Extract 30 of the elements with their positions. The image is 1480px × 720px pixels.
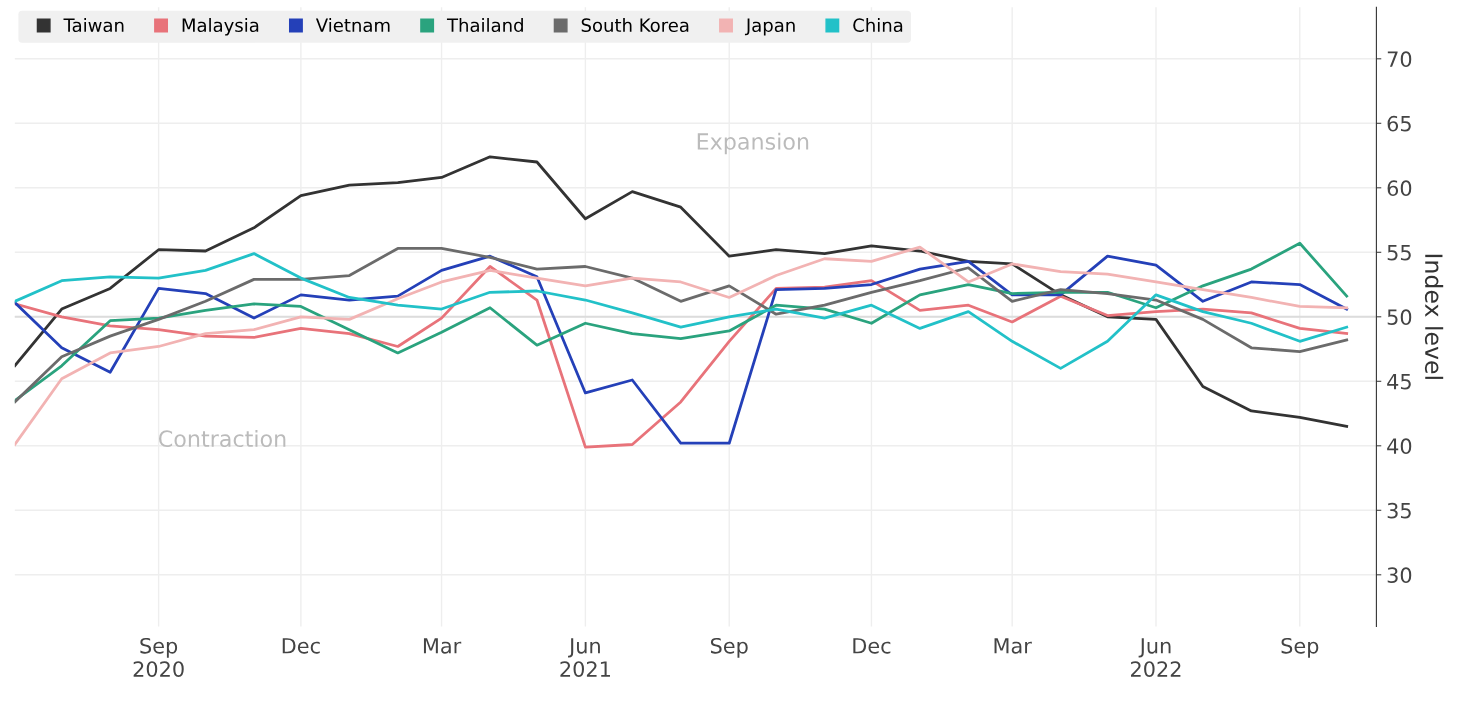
y-tick-label: 40 bbox=[1387, 438, 1412, 455]
y-tick-label: 50 bbox=[1387, 309, 1412, 326]
y-tick-label: 35 bbox=[1387, 502, 1411, 519]
y-axis-title: Index level bbox=[1424, 254, 1444, 379]
x-tick-label: Mar bbox=[423, 638, 462, 654]
x-tick-label: Jun 2021 bbox=[560, 638, 610, 677]
y-tick-label: 60 bbox=[1387, 180, 1412, 197]
legend-label: South Korea bbox=[581, 18, 689, 33]
legend-label: Thailand bbox=[446, 18, 523, 33]
x-tick-label: Jun 2022 bbox=[1131, 638, 1181, 677]
x-tick-label: Dec bbox=[853, 638, 891, 654]
y-tick-label: 70 bbox=[1387, 51, 1412, 68]
y-tick-label: 65 bbox=[1387, 115, 1411, 132]
y-tick-label: 55 bbox=[1387, 245, 1411, 261]
x-tick-label: Sep bbox=[1281, 637, 1319, 658]
legend-label: Malaysia bbox=[182, 18, 259, 36]
x-tick-label: Sep 2020 bbox=[133, 637, 184, 677]
line-series bbox=[14, 252, 1349, 370]
line-series bbox=[14, 155, 1349, 428]
legend-label: Japan bbox=[744, 18, 795, 36]
annotation: Expansion bbox=[697, 132, 809, 155]
legend-label: Taiwan bbox=[63, 18, 124, 33]
legend-label: China bbox=[853, 18, 903, 33]
y-tick-label: 30 bbox=[1387, 567, 1412, 584]
x-tick-label: Sep bbox=[710, 637, 748, 658]
y-tick-label: 45 bbox=[1387, 374, 1411, 390]
legend-label: Vietnam bbox=[315, 18, 390, 33]
x-tick-label: Mar bbox=[994, 638, 1032, 654]
x-tick-label: Dec bbox=[282, 638, 320, 654]
annotation: Contraction bbox=[159, 429, 286, 448]
